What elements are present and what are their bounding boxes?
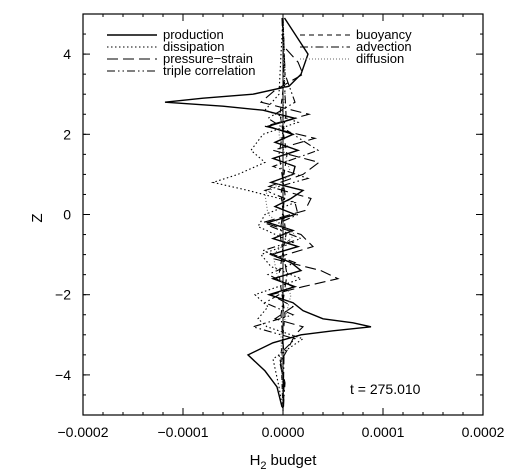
legend-label: advection	[356, 39, 412, 54]
x-tick-label: −0.0002	[58, 424, 109, 440]
y-tick-label: −4	[55, 367, 71, 383]
tick-layer: −0.0002 −0.0001 0.0000 0.0001 0.0002 −4 −2 0 2 4	[55, 13, 505, 440]
legend-label: diffusion	[356, 51, 404, 66]
legend-label: triple correlation	[163, 63, 256, 78]
x-tick-label: 0.0001	[362, 424, 405, 440]
y-tick-label: −2	[55, 287, 71, 303]
time-annotation: t = 275.010	[350, 381, 421, 397]
y-tick-label: 4	[63, 46, 71, 62]
series-line-2	[259, 17, 340, 412]
x-tick-label: 0.0002	[462, 424, 505, 440]
x-tick-label: 0.0000	[262, 424, 305, 440]
series-line-6	[264, 17, 296, 412]
y-tick-label: 0	[63, 207, 71, 223]
x-axis-title: H2 budget	[250, 452, 318, 472]
x-axis-title-subscript: 2	[260, 460, 266, 472]
legend: productiondissipationpressure−straintrip…	[107, 27, 412, 78]
legend-label: dissipation	[163, 39, 224, 54]
legend-label: production	[163, 27, 224, 42]
series-line-0	[164, 17, 372, 408]
y-tick-label: 2	[63, 126, 71, 142]
legend-label: pressure−strain	[163, 51, 253, 66]
x-axis-title-text: budget	[271, 452, 318, 469]
x-tick-label: −0.0001	[158, 424, 209, 440]
x-axis-title-symbol: H	[250, 452, 261, 469]
legend-label: buoyancy	[356, 27, 412, 42]
y-axis-title: Z	[29, 213, 46, 222]
